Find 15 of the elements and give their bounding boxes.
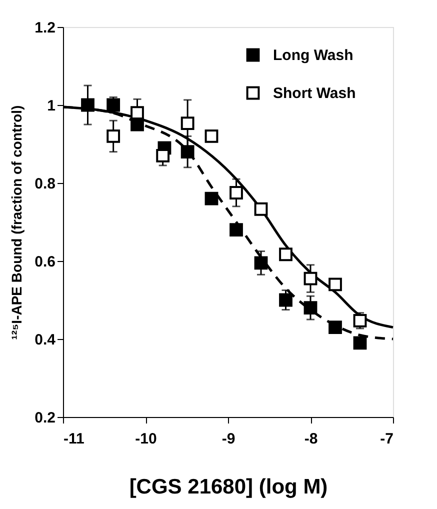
x-tick-label: -7 (380, 430, 394, 448)
y-tick-label: 0.2 (34, 410, 56, 426)
x-tick-label: -9 (222, 430, 236, 448)
y-tick-label: 0.8 (34, 176, 56, 192)
legend-label: Short Wash (273, 85, 356, 102)
y-tick-label: 1 (47, 98, 56, 114)
y-axis-title: ¹²⁵I-APE Bound (fraction of control) (8, 105, 25, 340)
legend-label: Long Wash (273, 47, 354, 64)
y-tick-label: 0.6 (34, 254, 56, 270)
y-tick-label: 1.2 (34, 20, 56, 36)
y-tick-label: 0.4 (34, 332, 56, 348)
x-tick-label: -8 (304, 430, 318, 448)
x-tick-label: -10 (135, 430, 157, 448)
x-axis-title: [CGS 21680] (log M) (129, 476, 328, 498)
x-tick-label: -11 (64, 430, 84, 448)
